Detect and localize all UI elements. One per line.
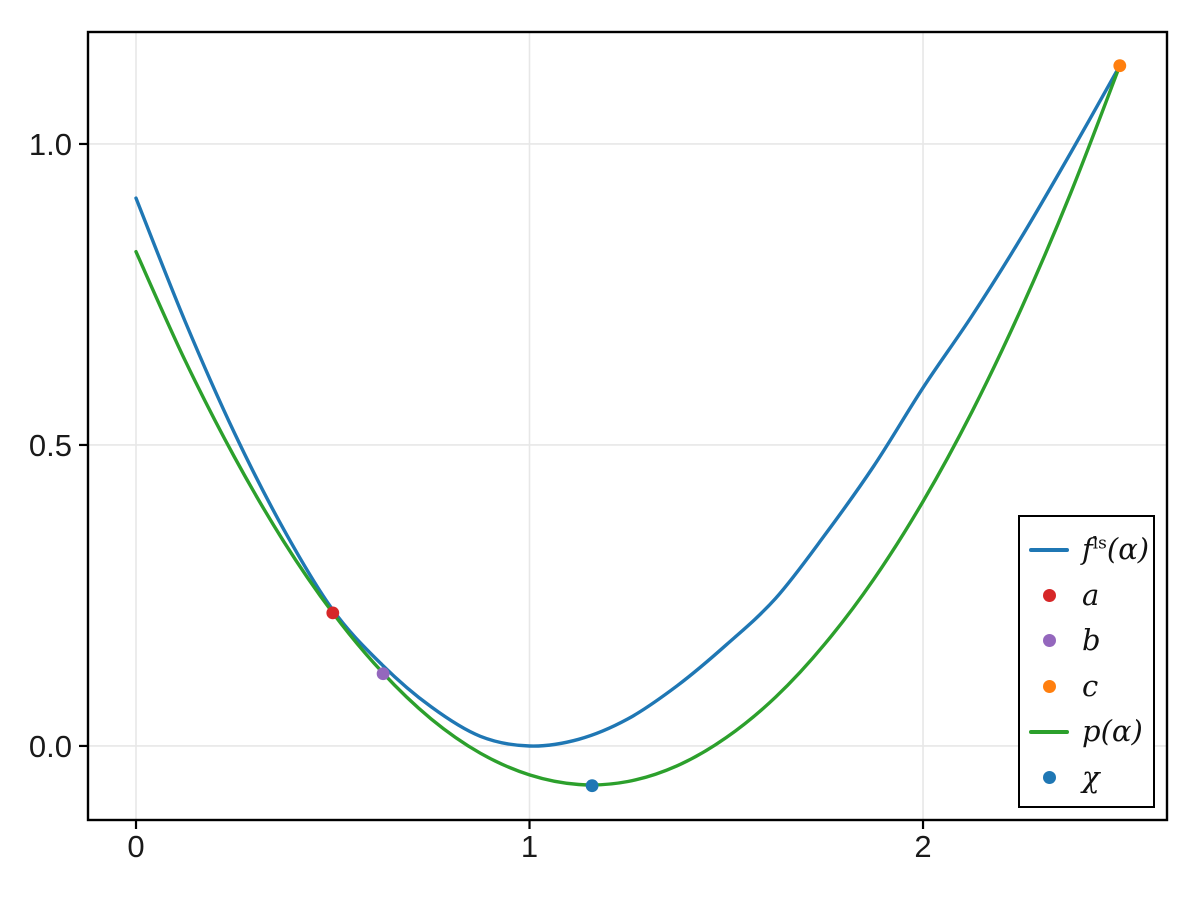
- legend-entry-1: a: [1020, 573, 1153, 619]
- legend-marker-cell: [1020, 679, 1082, 693]
- legend-label: p(α): [1082, 714, 1143, 749]
- y-tick-label-2: 1.0: [29, 127, 72, 162]
- tick-layer: [79, 142, 925, 829]
- legend-marker-cell: [1020, 547, 1082, 552]
- y-tick-label-0: 0.0: [29, 729, 72, 764]
- point-layer: [326, 59, 1127, 793]
- legend-marker-cell: [1020, 588, 1082, 602]
- y-tick-label-1: 0.5: [29, 428, 72, 463]
- legend-entry-2: b: [1020, 618, 1153, 664]
- spine-layer: [86, 30, 1169, 822]
- legend-dot-marker: [1043, 634, 1056, 648]
- legend-entry-0: fls(α): [1020, 527, 1153, 573]
- curve-fls: [134, 64, 1122, 748]
- plot-border: [86, 30, 1169, 822]
- tick-label-layer: 0 1 2 0.0 0.5 1.0: [29, 127, 932, 864]
- x-tick-label-2: 2: [914, 829, 931, 864]
- curve-p: [134, 64, 1122, 787]
- point-c: [1113, 59, 1127, 73]
- legend-label: fls(α): [1082, 532, 1150, 567]
- point-χ: [585, 779, 599, 793]
- legend-line-marker: [1029, 547, 1069, 552]
- legend-label: a: [1082, 577, 1100, 612]
- legend-entry-5: χ: [1020, 755, 1153, 801]
- legend-line-marker: [1029, 729, 1069, 734]
- x-tick-label-0: 0: [127, 829, 144, 864]
- legend: fls(α) a b c p(α) χ: [1018, 515, 1155, 808]
- point-b: [376, 667, 390, 681]
- curve-layer: [134, 64, 1122, 787]
- legend-dot-marker: [1043, 679, 1056, 693]
- legend-dot-marker: [1043, 588, 1056, 602]
- x-tick-label-1: 1: [521, 829, 538, 864]
- legend-marker-cell: [1020, 634, 1082, 648]
- legend-entry-4: p(α): [1020, 709, 1153, 755]
- legend-label: χ: [1082, 759, 1100, 794]
- legend-marker-cell: [1020, 770, 1082, 784]
- legend-label: c: [1082, 668, 1099, 703]
- legend-label: b: [1082, 623, 1101, 658]
- point-a: [326, 606, 340, 620]
- legend-entry-3: c: [1020, 664, 1153, 710]
- legend-marker-cell: [1020, 729, 1082, 734]
- grid-layer: [88, 32, 1167, 820]
- legend-dot-marker: [1043, 770, 1056, 784]
